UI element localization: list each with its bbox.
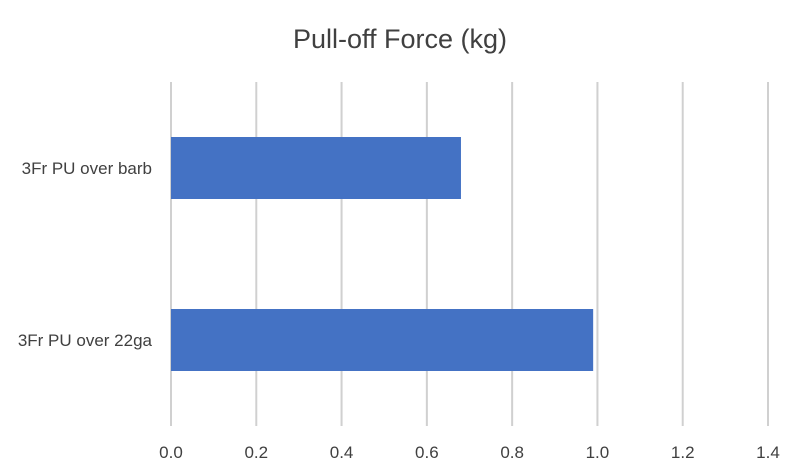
x-tick-label-2: 0.4 bbox=[330, 443, 354, 462]
x-tick-label-7: 1.4 bbox=[756, 443, 780, 462]
x-tick-label-6: 1.2 bbox=[671, 443, 695, 462]
x-tick-label-3: 0.6 bbox=[415, 443, 439, 462]
category-label-1: 3Fr PU over 22ga bbox=[18, 331, 153, 350]
category-label-0: 3Fr PU over barb bbox=[22, 159, 152, 178]
chart-title: Pull-off Force (kg) bbox=[293, 24, 507, 54]
x-tick-label-4: 0.8 bbox=[500, 443, 524, 462]
x-tick-label-1: 0.2 bbox=[244, 443, 268, 462]
gridlines bbox=[170, 82, 769, 426]
x-axis-tick-labels: 0.0 0.2 0.4 0.6 0.8 1.0 1.2 1.4 bbox=[159, 443, 780, 462]
bars bbox=[171, 137, 594, 371]
bar-1 bbox=[171, 309, 594, 371]
bar-0 bbox=[171, 137, 461, 199]
x-tick-label-5: 1.0 bbox=[586, 443, 610, 462]
x-tick-label-0: 0.0 bbox=[159, 443, 183, 462]
category-labels: 3Fr PU over barb 3Fr PU over 22ga bbox=[18, 159, 153, 350]
